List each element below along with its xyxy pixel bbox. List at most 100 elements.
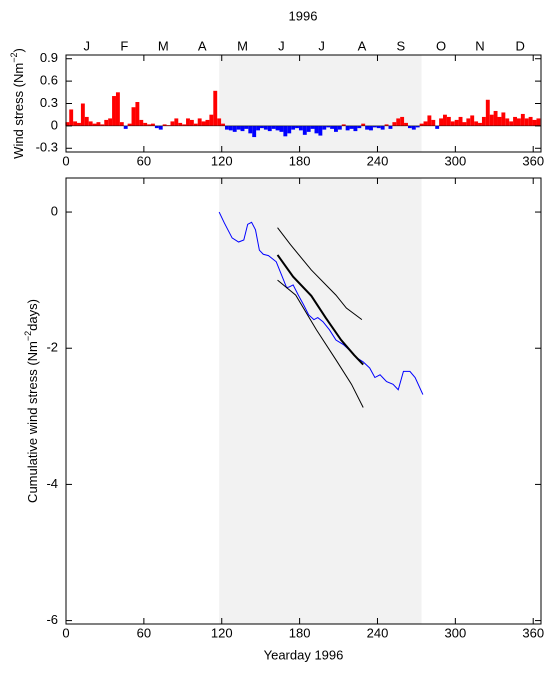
bar (400, 116, 405, 126)
bar (431, 119, 436, 126)
month-label: O (436, 38, 446, 53)
month-label: F (120, 38, 128, 53)
bar (236, 125, 241, 130)
bar (104, 119, 109, 126)
bar (524, 118, 529, 126)
bar (419, 123, 424, 126)
bar (147, 124, 152, 126)
bar (493, 110, 498, 126)
bar (485, 99, 490, 126)
bar (127, 123, 132, 126)
bar (536, 118, 541, 126)
bar (193, 123, 198, 126)
line (218, 211, 424, 395)
bar (143, 122, 148, 126)
label-part: days) (25, 299, 40, 331)
bar (532, 119, 537, 126)
bar (170, 121, 175, 126)
x-tick-label: 360 (522, 153, 544, 168)
bar (84, 116, 89, 126)
bar (435, 125, 440, 129)
bar (295, 125, 299, 129)
bar (96, 122, 101, 126)
bar (392, 122, 397, 126)
label-part: −2 (23, 331, 33, 341)
x-tick-label: 180 (289, 625, 311, 640)
bar (481, 116, 486, 126)
y-tick-label: 0.6 (40, 73, 58, 88)
label-part: ) (11, 48, 26, 52)
bar (380, 125, 385, 130)
x-tick-label: 300 (444, 153, 466, 168)
bar (119, 122, 124, 126)
bar (302, 125, 307, 135)
y-tick-label: -0.3 (36, 140, 58, 155)
y-tick-label: 0 (51, 203, 58, 218)
bar (466, 118, 471, 126)
bar (275, 125, 280, 131)
bar (365, 125, 370, 130)
bar (221, 123, 225, 126)
bar (427, 115, 432, 126)
bar (240, 125, 245, 132)
bar (415, 125, 420, 128)
y-axis-label: Wind stress (Nm−2) (9, 48, 26, 159)
bar (166, 125, 171, 126)
bar (407, 125, 412, 129)
y-tick-label: 0.3 (40, 95, 58, 110)
label-part: Cumulative wind stress (Nm (25, 341, 40, 503)
month-label: A (358, 38, 367, 53)
line (277, 279, 364, 408)
shaded-period (219, 55, 422, 152)
bar (337, 125, 342, 130)
bar (228, 125, 233, 131)
bar (131, 107, 136, 126)
plot-frame (65, 177, 542, 625)
bar (112, 96, 116, 126)
bar (443, 114, 447, 126)
bar (372, 125, 377, 128)
x-axis-label: Yearday 1996 (264, 647, 344, 662)
x-tick-label: 120 (211, 625, 233, 640)
y-tick-label: -4 (46, 476, 58, 491)
line (276, 254, 364, 366)
bar (100, 124, 105, 126)
bar (470, 115, 475, 126)
x-tick-label: 240 (367, 625, 389, 640)
bar (197, 118, 202, 126)
bar (92, 123, 97, 126)
bar (333, 125, 338, 132)
bar (260, 125, 264, 129)
month-label: N (475, 38, 484, 53)
bar (384, 124, 389, 126)
bar (310, 125, 315, 129)
bar (279, 125, 284, 132)
bar (209, 114, 214, 126)
bar (450, 121, 455, 126)
y-tick-label: 0 (51, 117, 58, 132)
bar (357, 125, 362, 129)
label-part: Wind stress (Nm (11, 63, 26, 159)
bar (213, 90, 218, 126)
bar (326, 125, 331, 128)
bar (411, 125, 416, 130)
bar (174, 118, 179, 126)
x-tick-label: 120 (211, 153, 233, 168)
bar (115, 92, 120, 126)
bar (123, 125, 128, 129)
bar (439, 118, 444, 126)
x-tick-label: 0 (62, 625, 69, 640)
bar (478, 122, 482, 126)
bar (501, 112, 506, 126)
bar (458, 116, 463, 126)
bar (404, 122, 408, 126)
bar (314, 125, 319, 134)
bar (69, 109, 74, 126)
bar (205, 119, 210, 126)
month-label: J (84, 38, 91, 53)
bar (283, 125, 288, 137)
bar (178, 122, 183, 126)
bar (77, 122, 81, 126)
bar (108, 118, 113, 126)
